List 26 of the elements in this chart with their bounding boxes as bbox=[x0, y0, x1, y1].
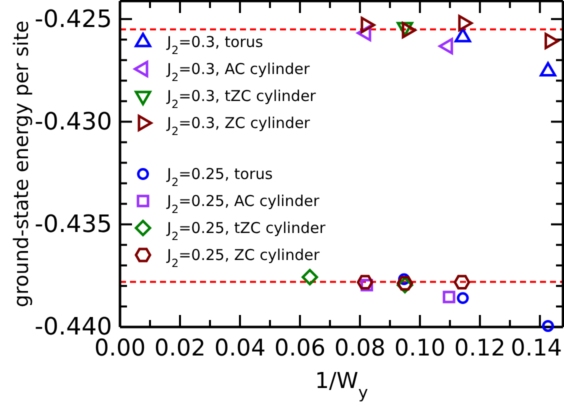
y-axis-title: ground-state energy per site bbox=[9, 20, 33, 308]
x-axis-title: 1/W$_{y}$ bbox=[315, 369, 368, 402]
point bbox=[456, 292, 469, 304]
legend-label: J$_{2}$=0.25, torus bbox=[166, 165, 273, 188]
point bbox=[442, 290, 456, 304]
y-tick-label: -0.435 bbox=[34, 210, 112, 238]
x-tick-label: 0.14 bbox=[510, 335, 562, 362]
y-tick-label: -0.430 bbox=[34, 107, 112, 136]
legend-label: J$_{2}$=0.3, ZC cylinder bbox=[166, 114, 311, 138]
legend-label: J$_{2}$=0.25, ZC cylinder bbox=[166, 246, 320, 270]
point bbox=[542, 320, 554, 332]
legend-label: J$_{2}$=0.3, tZC cylinder bbox=[166, 87, 317, 110]
legend-label: J$_{2}$=0.25, tZC cylinder bbox=[166, 219, 326, 242]
x-tick-label: 0.10 bbox=[394, 335, 446, 362]
x-tick-label: 0.12 bbox=[454, 335, 506, 362]
point bbox=[356, 274, 374, 290]
x-tick-label: 0.04 bbox=[214, 335, 266, 362]
x-tick-label: 0.08 bbox=[334, 335, 386, 362]
y-tick-label: -0.425 bbox=[34, 4, 112, 33]
x-tick-label: 0.02 bbox=[154, 335, 206, 362]
point bbox=[454, 274, 470, 290]
legend-label: J$_{2}$=0.3, AC cylinder bbox=[166, 60, 311, 84]
point bbox=[302, 268, 318, 286]
legend-label: J$_{2}$=0.25, AC cylinder bbox=[166, 192, 320, 216]
x-tick-label: 0.06 bbox=[274, 335, 326, 362]
legend-label: J$_{2}$=0.3, torus bbox=[166, 33, 264, 56]
